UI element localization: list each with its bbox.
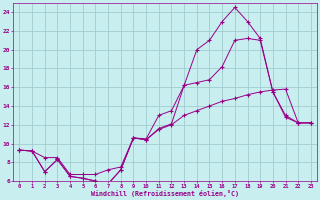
X-axis label: Windchill (Refroidissement éolien,°C): Windchill (Refroidissement éolien,°C) [91, 190, 239, 197]
